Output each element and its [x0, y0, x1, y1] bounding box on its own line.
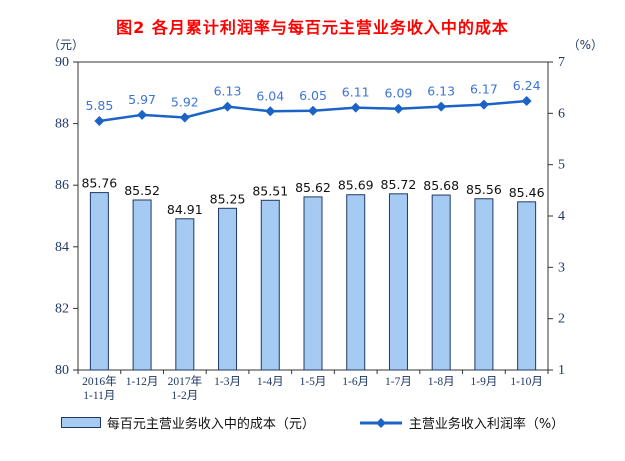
- chart-legend: 每百元主营业务收入中的成本（元） 主营业务收入利润率（%）: [0, 413, 625, 432]
- cost-bar-value-label: 85.68: [423, 178, 459, 193]
- cost-bar-value-label: 85.46: [509, 185, 545, 200]
- x-axis-category-label: 1-12月: [126, 376, 159, 388]
- cost-bar-value-label: 85.69: [338, 178, 374, 193]
- profit-rate-value-label: 6.13: [214, 84, 242, 99]
- profit-rate-value-label: 6.04: [256, 88, 284, 103]
- profit-rate-value-label: 6.11: [342, 85, 370, 100]
- left-axis-tick-label: 88: [55, 117, 69, 132]
- x-axis-category-label: 1-9月: [470, 376, 497, 388]
- x-axis-category-label: 2017年: [168, 374, 203, 388]
- profit-rate-marker: [179, 112, 190, 123]
- cost-bar: [175, 218, 195, 371]
- cost-bar-value-label: 85.25: [210, 191, 246, 206]
- x-axis-category-label: 2016年: [82, 374, 117, 388]
- profit-rate-marker: [521, 96, 532, 107]
- profit-rate-marker: [436, 101, 447, 112]
- x-axis-category-label: 1-11月: [83, 390, 115, 402]
- x-axis-category-label: 1-3月: [214, 376, 241, 388]
- left-axis-tick-label: 90: [55, 55, 69, 70]
- profit-rate-value-label: 6.17: [470, 82, 498, 97]
- profit-rate-marker: [478, 99, 489, 110]
- profit-rate-value-label: 5.97: [128, 92, 156, 107]
- bar-series-swatch-icon: [60, 417, 101, 428]
- x-axis-category-label: 1-5月: [300, 376, 327, 388]
- right-axis-tick-label: 5: [558, 158, 565, 173]
- x-axis-category-label: 1-6月: [342, 376, 369, 388]
- profit-rate-value-label: 5.85: [85, 98, 113, 113]
- cost-bar: [132, 199, 152, 371]
- line-series-swatch-icon: [359, 417, 402, 428]
- chart-title: 图2 各月累计利润率与每百元主营业务收入中的成本: [116, 18, 509, 37]
- cost-bar-value-label: 85.52: [124, 183, 160, 198]
- profit-rate-marker: [350, 102, 361, 113]
- profit-rate-value-label: 6.05: [299, 88, 327, 103]
- profit-rate-marker: [137, 109, 148, 120]
- x-axis-category-label: 1-7月: [385, 376, 412, 388]
- legend-label-cost: 每百元主营业务收入中的成本（元）: [106, 417, 315, 432]
- legend-item-profit-line: 主营业务收入利润率（%）: [359, 413, 564, 432]
- cost-bar-value-label: 85.62: [295, 180, 331, 195]
- right-axis-tick-label: 3: [558, 260, 565, 275]
- cost-bar: [431, 194, 451, 371]
- cost-bar: [218, 207, 238, 371]
- cost-bar-value-label: 84.91: [167, 202, 203, 217]
- left-axis-tick-label: 82: [55, 301, 69, 316]
- right-axis-tick-label: 1: [558, 363, 565, 378]
- left-axis-unit-label: （元）: [48, 38, 85, 52]
- profit-rate-marker: [94, 116, 105, 127]
- cost-bar: [388, 193, 408, 371]
- right-axis-tick-label: 6: [558, 106, 565, 121]
- profit-rate-value-label: 6.24: [513, 78, 541, 93]
- cost-bar: [260, 199, 280, 371]
- profit-rate-value-label: 5.92: [171, 94, 199, 109]
- profit-rate-marker: [222, 101, 233, 112]
- legend-label-profit: 主营业务收入利润率（%）: [408, 417, 565, 432]
- cost-bar: [303, 196, 323, 371]
- cost-bar: [89, 192, 109, 371]
- cost-bar-value-label: 85.72: [381, 177, 417, 192]
- left-axis-tick-label: 86: [55, 178, 69, 193]
- profit-rate-marker: [308, 105, 318, 116]
- x-axis-category-label: 1-10月: [510, 376, 543, 388]
- cost-bar: [517, 201, 537, 371]
- profit-rate-marker: [265, 106, 276, 117]
- right-axis-tick-label: 7: [558, 55, 565, 70]
- right-axis-tick-label: 4: [558, 209, 565, 224]
- profit-rate-value-label: 6.13: [427, 84, 455, 99]
- profit-rate-value-label: 6.09: [385, 86, 413, 101]
- right-axis-tick-label: 2: [558, 312, 565, 327]
- cost-bar-value-label: 85.76: [81, 176, 117, 191]
- cost-bar: [474, 198, 494, 371]
- x-axis-category-label: 1-4月: [257, 376, 284, 388]
- x-axis-category-label: 1-8月: [428, 376, 455, 388]
- profit-rate-marker: [393, 103, 404, 114]
- left-axis-tick-label: 84: [55, 240, 69, 255]
- cost-bar: [346, 194, 366, 371]
- x-axis-category-label: 1-2月: [171, 390, 198, 402]
- right-axis-unit-label: （%）: [567, 38, 603, 52]
- legend-item-cost-bars: 每百元主营业务收入中的成本（元）: [60, 413, 315, 432]
- cost-bar-value-label: 85.56: [466, 182, 502, 197]
- cost-bar-value-label: 85.51: [252, 183, 288, 198]
- left-axis-tick-label: 80: [55, 363, 69, 378]
